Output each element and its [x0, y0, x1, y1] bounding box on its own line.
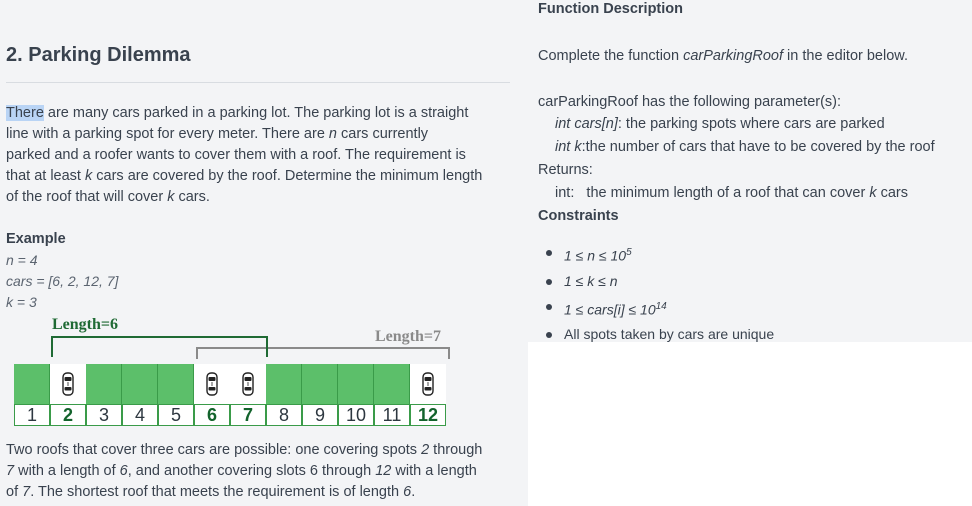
- example-n: n = 4: [6, 252, 38, 268]
- spot-number: 7: [230, 404, 266, 426]
- constraint-item: 1 ≤ k ≤ n: [538, 269, 774, 294]
- occupied-spot: [410, 364, 446, 404]
- parking-spot-11: 11: [374, 364, 410, 426]
- car-icon: [206, 372, 218, 396]
- example-k: k = 3: [6, 294, 37, 310]
- parking-spot-5: 5: [158, 364, 194, 426]
- occupied-spot: [50, 364, 86, 404]
- spot-number: 10: [338, 404, 374, 426]
- occupied-spot: [194, 364, 230, 404]
- example-heading: Example: [6, 231, 66, 247]
- empty-spot: [86, 364, 122, 404]
- explanation-paragraph: Two roofs that cover three cars are poss…: [6, 442, 483, 500]
- empty-spot: [122, 364, 158, 404]
- empty-spot: [14, 364, 50, 404]
- constraints-heading: Constraints: [538, 208, 619, 224]
- empty-spot: [338, 364, 374, 404]
- empty-spot: [302, 364, 338, 404]
- title-divider: [6, 82, 510, 83]
- spot-number: 1: [14, 404, 50, 426]
- example-cars: cars = [6, 2, 12, 7]: [6, 273, 119, 289]
- roof1-bracket: [51, 336, 268, 357]
- spot-number: 11: [374, 404, 410, 426]
- problem-title: 2. Parking Dilemma: [6, 44, 191, 66]
- empty-spot: [374, 364, 410, 404]
- empty-spot: [266, 364, 302, 404]
- car-icon: [62, 372, 74, 396]
- parameters-line: carParkingRoof has the following paramet…: [538, 94, 842, 110]
- returns-label: Returns:: [538, 162, 593, 178]
- parking-spot-9: 9: [302, 364, 338, 426]
- function-description-heading: Function Description: [538, 1, 683, 17]
- spot-number: 2: [50, 404, 86, 426]
- roof-brackets: [51, 336, 450, 359]
- occupied-spot: [230, 364, 266, 404]
- roof2-length-label: Length=7: [375, 328, 442, 345]
- intro-paragraph: There are many cars parked in a parking …: [6, 105, 483, 205]
- car-icon: [242, 372, 254, 396]
- empty-spot: [158, 364, 194, 404]
- spot-number: 9: [302, 404, 338, 426]
- parking-spot-1: 1: [14, 364, 50, 426]
- parking-spot-6: 6: [194, 364, 230, 426]
- problem-statement-panel: 2. Parking Dilemma There are many cars p…: [0, 0, 528, 506]
- roof1-length-label: Length=6: [52, 316, 119, 333]
- param-k: int k:the number of cars that have to be…: [555, 139, 935, 155]
- constraints-list: 1 ≤ n ≤ 105 1 ≤ k ≤ n 1 ≤ cars[i] ≤ 1014…: [538, 240, 774, 347]
- spot-number: 3: [86, 404, 122, 426]
- parking-spot-2: 2: [50, 364, 86, 426]
- constraint-item: All spots taken by cars are unique: [538, 322, 774, 347]
- spot-number: 12: [410, 404, 446, 426]
- spot-number: 8: [266, 404, 302, 426]
- parking-spot-7: 7: [230, 364, 266, 426]
- parking-spot-4: 4: [122, 364, 158, 426]
- parking-spot-12: 12: [410, 364, 446, 426]
- function-name: carParkingRoof: [683, 48, 784, 64]
- blank-area: [528, 342, 972, 506]
- car-icon: [422, 372, 434, 396]
- constraint-item: 1 ≤ n ≤ 105: [538, 240, 774, 269]
- returns-text: int: the minimum length of a roof that c…: [555, 185, 908, 201]
- constraint-item: 1 ≤ cars[i] ≤ 1014: [538, 294, 774, 323]
- selected-word: There: [6, 105, 44, 121]
- parking-spot-3: 3: [86, 364, 122, 426]
- roof2-bracket: [196, 347, 450, 359]
- parking-spot-8: 8: [266, 364, 302, 426]
- parking-spot-10: 10: [338, 364, 374, 426]
- param-cars: int cars[n]: the parking spots where car…: [555, 116, 885, 132]
- spot-number: 6: [194, 404, 230, 426]
- complete-function-line: Complete the function carParkingRoof in …: [538, 48, 908, 64]
- spot-number: 4: [122, 404, 158, 426]
- spot-number: 5: [158, 404, 194, 426]
